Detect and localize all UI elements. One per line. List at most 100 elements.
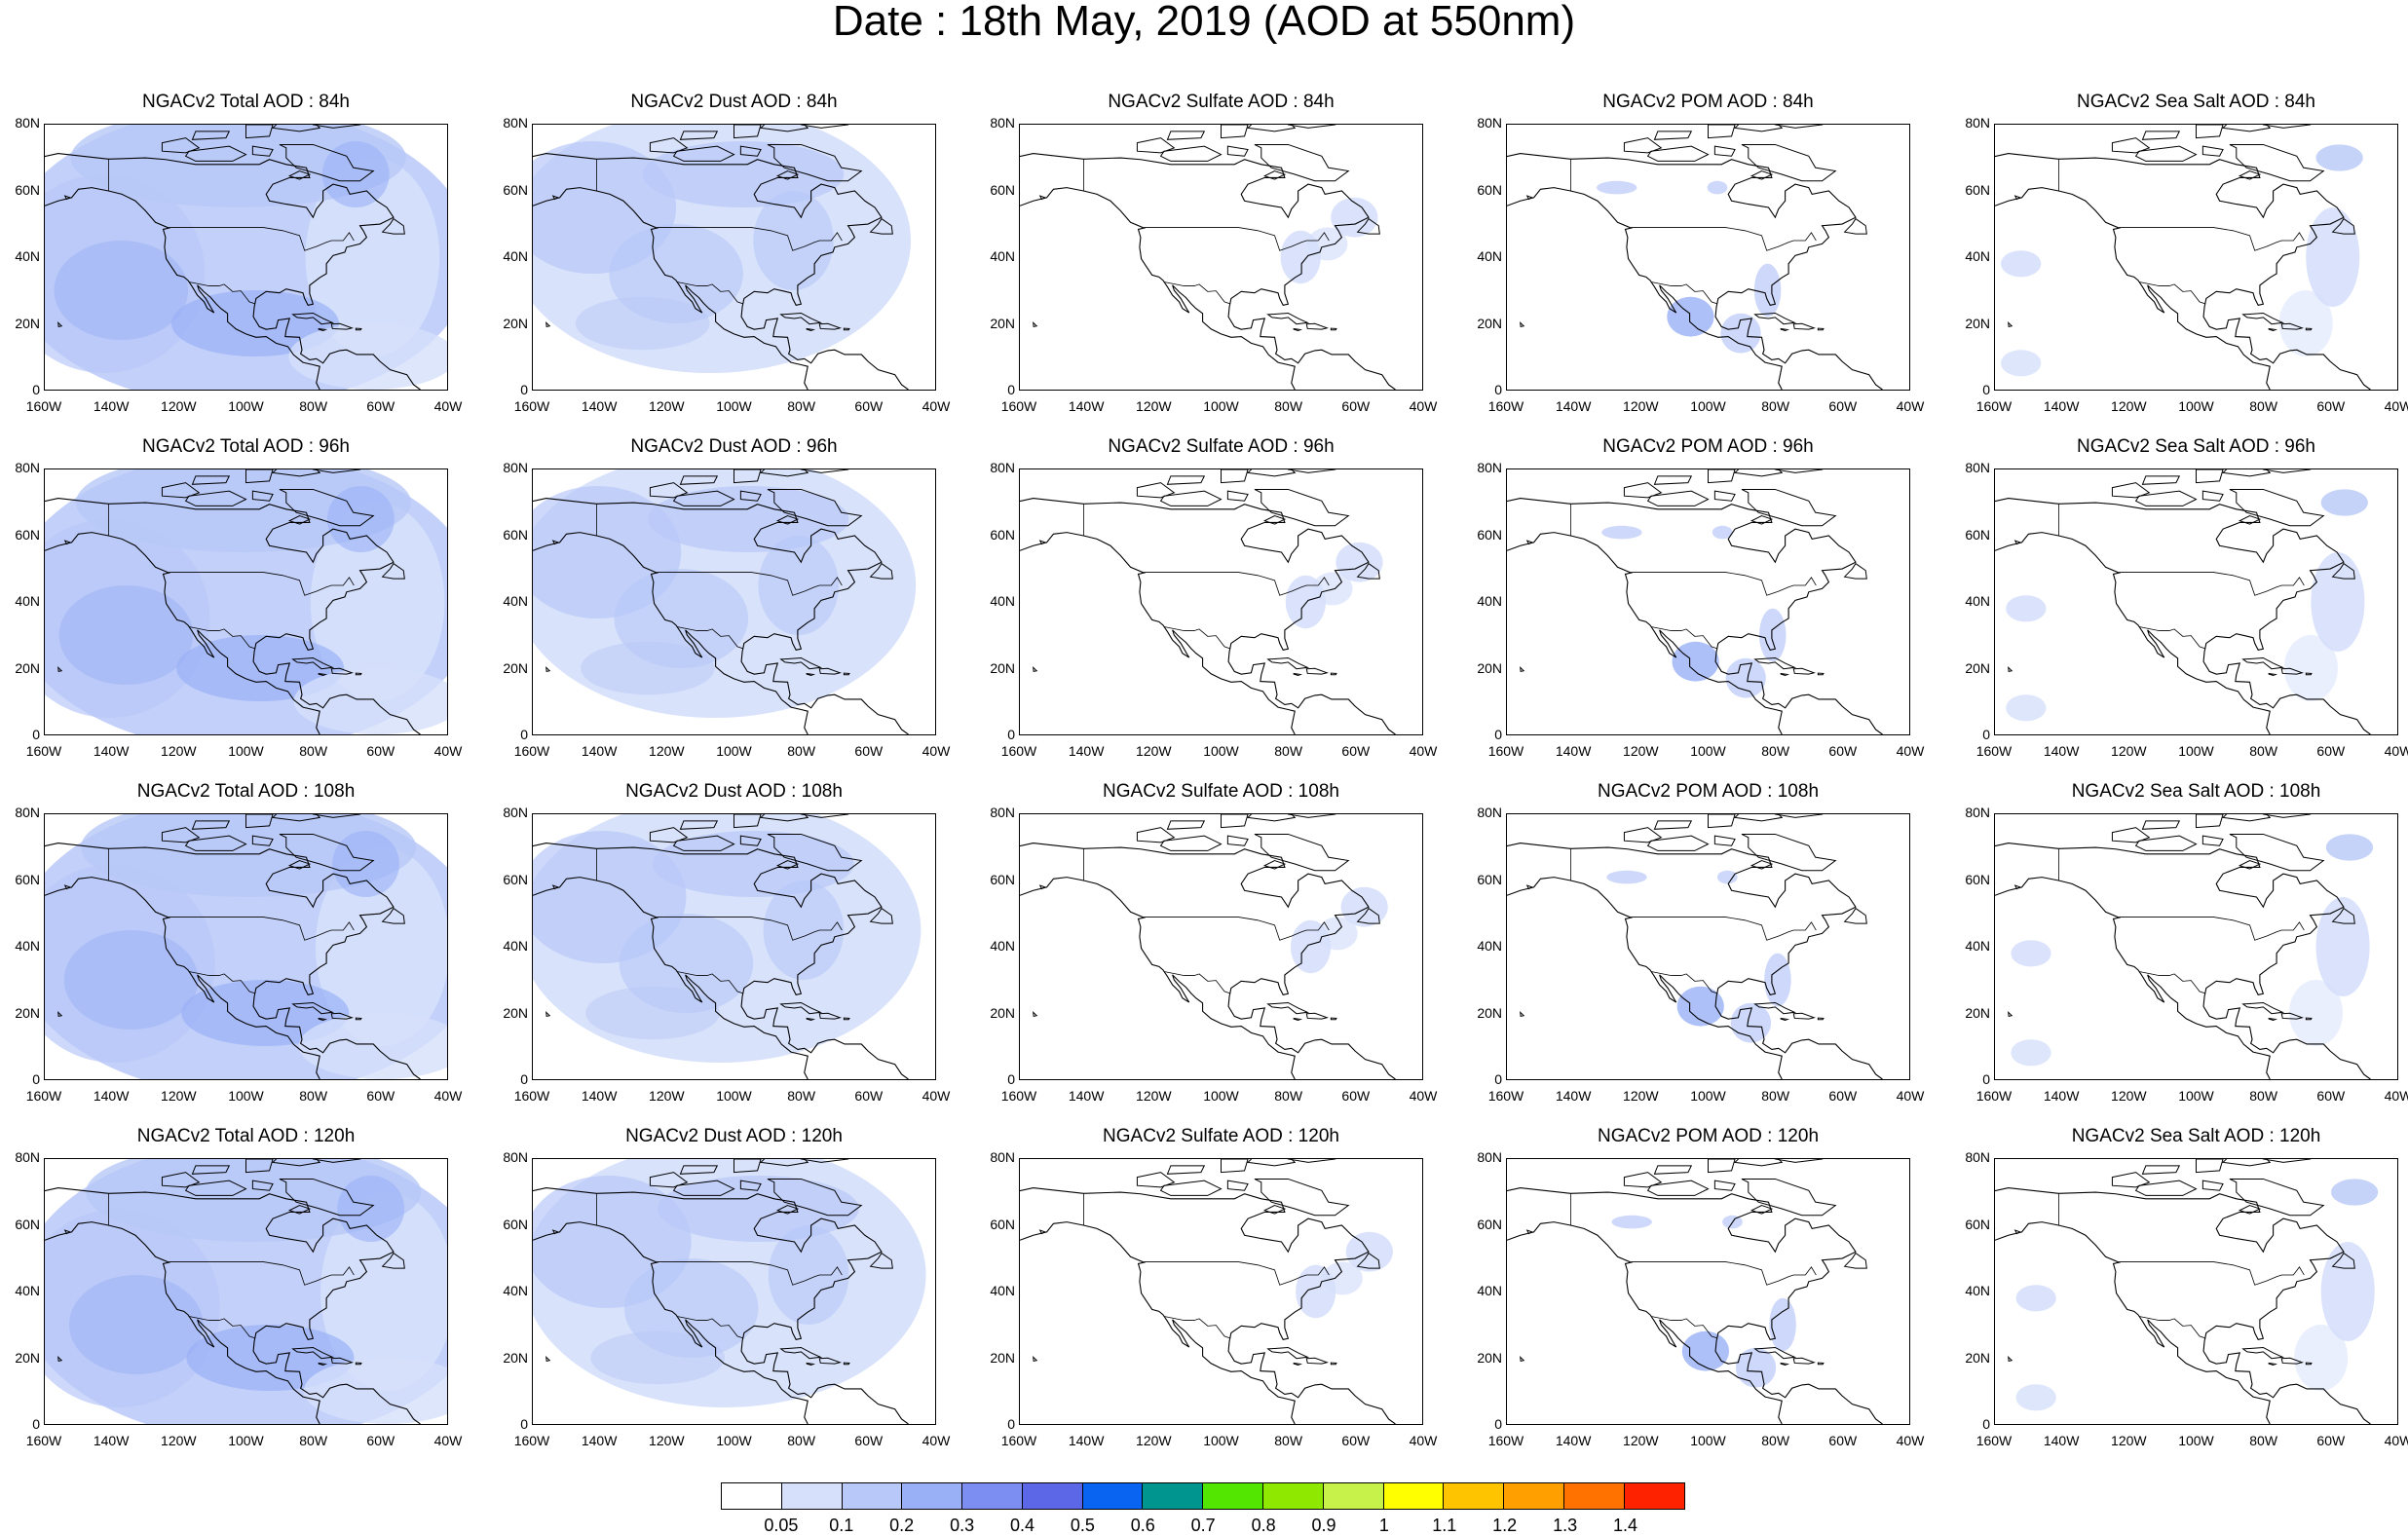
island-outline bbox=[1708, 1159, 1736, 1174]
island-outline bbox=[739, 490, 762, 502]
x-tick-label: 140W bbox=[1068, 743, 1105, 759]
x-tick-label: 60W bbox=[366, 743, 395, 759]
island-outline bbox=[806, 672, 816, 676]
island-outline bbox=[1774, 814, 1824, 818]
panel-title: NGACv2 Dust AOD : 84h bbox=[630, 92, 838, 112]
x-tick-label: 60W bbox=[2316, 743, 2346, 759]
coastline bbox=[676, 1316, 744, 1339]
map-canvas bbox=[45, 125, 447, 390]
island-outline bbox=[2008, 666, 2013, 672]
island-outline bbox=[1780, 672, 1790, 676]
aod-shading bbox=[1611, 1215, 1796, 1388]
island-outline bbox=[2268, 327, 2278, 331]
x-tick-label: 80W bbox=[787, 398, 816, 414]
x-tick-label: 80W bbox=[1274, 398, 1303, 414]
x-tick-label: 160W bbox=[1487, 398, 1524, 414]
aod-shading-region bbox=[575, 296, 710, 351]
island-outline bbox=[1525, 884, 1534, 890]
island-outline bbox=[1330, 1017, 1337, 1021]
coastline bbox=[1020, 1221, 1296, 1424]
x-tick-label: 100W bbox=[228, 1433, 264, 1448]
x-tick-label: 60W bbox=[1828, 398, 1858, 414]
island-outline bbox=[1038, 195, 1047, 201]
island-outline bbox=[191, 131, 231, 140]
island-outline bbox=[775, 1205, 800, 1215]
aod-shading bbox=[45, 469, 447, 734]
y-tick-label: 20N bbox=[1477, 1004, 1502, 1021]
x-tick-label: 160W bbox=[1000, 743, 1037, 759]
island-outline bbox=[739, 145, 762, 157]
coastline bbox=[1650, 626, 1718, 650]
x-tick-label: 60W bbox=[366, 398, 395, 414]
island-outline bbox=[184, 835, 247, 851]
island-outline bbox=[1753, 312, 1797, 325]
island-outline bbox=[1646, 145, 1710, 162]
y-tick-label: 80N bbox=[1477, 460, 1502, 475]
colorbar-label: 1.3 bbox=[1553, 1516, 1578, 1535]
x-tick-label: 40W bbox=[1409, 743, 1438, 759]
coastline bbox=[1020, 843, 1396, 1079]
x-tick-label: 80W bbox=[2249, 398, 2278, 414]
y-tick-label: 60N bbox=[15, 871, 40, 887]
island-outline bbox=[2268, 1362, 2278, 1366]
island-outline bbox=[759, 814, 809, 822]
coastline bbox=[2119, 572, 2305, 596]
island-outline bbox=[1287, 125, 1336, 129]
x-tick-label: 120W bbox=[2111, 1433, 2147, 1448]
y-tick-label: 0 bbox=[1982, 1416, 1990, 1432]
aod-shading-region bbox=[1753, 263, 1782, 318]
aod-shading-region bbox=[658, 1176, 859, 1242]
aod-shading-region bbox=[1317, 917, 1358, 951]
panel-title: NGACv2 Sulfate AOD : 120h bbox=[1103, 1126, 1339, 1146]
island-outline bbox=[1733, 125, 1784, 132]
island-outline bbox=[2201, 490, 2224, 502]
coastline bbox=[657, 1261, 843, 1286]
x-tick-label: 80W bbox=[1274, 1088, 1303, 1104]
y-tick-label: 60N bbox=[1477, 1216, 1502, 1232]
island-outline bbox=[2013, 1229, 2022, 1235]
y-tick-label: 20N bbox=[1477, 315, 1502, 331]
x-tick-label: 100W bbox=[1690, 1088, 1726, 1104]
y-tick-label: 0 bbox=[520, 727, 528, 742]
aod-shading bbox=[1285, 542, 1383, 629]
x-tick-label: 100W bbox=[1690, 743, 1726, 759]
colorbar-swatch bbox=[722, 1483, 782, 1509]
aod-shading-region bbox=[75, 469, 411, 552]
island-outline bbox=[1843, 562, 1867, 580]
map-canvas bbox=[1020, 814, 1396, 1079]
island-outline bbox=[1262, 170, 1287, 180]
x-tick-label: 120W bbox=[2111, 743, 2147, 759]
x-tick-label: 100W bbox=[716, 1088, 752, 1104]
island-outline bbox=[2241, 312, 2285, 325]
y-tick-label: 80N bbox=[503, 460, 528, 475]
island-outline bbox=[1653, 1165, 1693, 1175]
y-tick-label: 60N bbox=[990, 871, 1015, 887]
island-outline bbox=[759, 125, 809, 132]
aod-shading-region bbox=[326, 486, 395, 552]
island-outline bbox=[818, 1357, 842, 1365]
colorbar-swatch bbox=[1383, 1483, 1445, 1509]
coastline bbox=[1163, 1316, 1231, 1339]
island-outline bbox=[1293, 1017, 1303, 1021]
island-outline bbox=[1038, 1229, 1047, 1235]
island-outline bbox=[1221, 814, 1249, 829]
x-tick-label: 80W bbox=[1761, 1088, 1790, 1104]
coastline bbox=[45, 1187, 421, 1424]
aod-shading bbox=[1280, 197, 1378, 284]
island-outline bbox=[1038, 884, 1047, 890]
island-outline bbox=[806, 1017, 816, 1021]
colorbar-swatch bbox=[781, 1483, 843, 1509]
x-tick-label: 60W bbox=[1828, 1433, 1858, 1448]
island-outline bbox=[1305, 1012, 1329, 1020]
panel-title: NGACv2 Total AOD : 84h bbox=[142, 92, 350, 112]
y-tick-label: 20N bbox=[503, 1004, 528, 1021]
x-tick-label: 40W bbox=[433, 743, 463, 759]
island-outline bbox=[1713, 145, 1736, 157]
island-outline bbox=[1287, 814, 1336, 818]
island-outline bbox=[551, 1229, 560, 1235]
x-tick-label: 140W bbox=[1555, 398, 1592, 414]
y-tick-label: 20N bbox=[1965, 659, 1990, 676]
x-tick-label: 140W bbox=[2043, 1433, 2080, 1448]
island-outline bbox=[1287, 469, 1336, 473]
x-tick-label: 140W bbox=[93, 743, 130, 759]
